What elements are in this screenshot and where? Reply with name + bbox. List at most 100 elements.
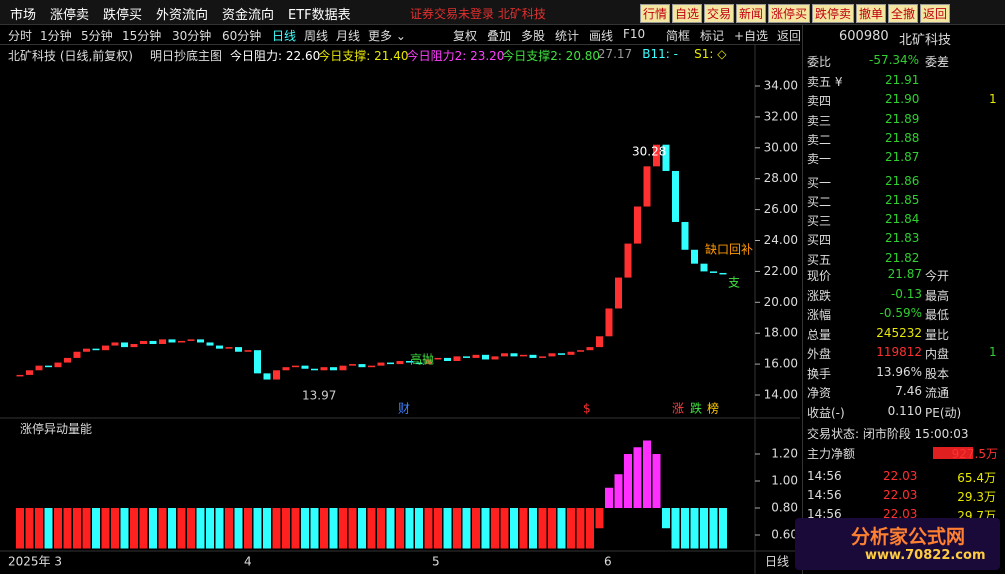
period-button[interactable]: 30分钟 — [172, 29, 212, 43]
volume-bar — [567, 508, 575, 549]
volume-bar — [595, 508, 604, 529]
menu-item[interactable]: 资金流向 — [222, 8, 275, 23]
top-button[interactable]: 返回 — [920, 4, 951, 23]
x-axis-label: 5 — [432, 555, 440, 569]
stat-value: -0.59% — [879, 306, 922, 320]
volume-bar — [168, 508, 176, 549]
stat-label: 换手 — [807, 366, 832, 381]
candle — [710, 271, 717, 273]
tool-button[interactable]: F10 — [623, 27, 646, 41]
volume-bar — [120, 508, 129, 549]
period-button[interactable]: 15分钟 — [122, 29, 162, 43]
volume-bar — [25, 508, 34, 549]
candle — [320, 367, 328, 371]
legend-item: S1: ◇ — [694, 47, 727, 61]
volume-bar — [282, 508, 290, 549]
tool-button[interactable]: 叠加 — [487, 29, 512, 43]
volume-bar — [415, 508, 423, 549]
stat-value-2: 1 — [989, 345, 997, 359]
volume-bar — [206, 508, 214, 549]
period-label: 日线 — [765, 555, 789, 569]
volume-bar — [291, 508, 300, 549]
sub-chart-title: 涨停异动量能 — [20, 422, 93, 436]
volume-bar — [63, 508, 72, 549]
period-button[interactable]: 月线 — [336, 29, 361, 43]
candle — [662, 144, 670, 171]
menu-item[interactable]: 外资流向 — [156, 8, 209, 23]
candle — [691, 249, 698, 264]
candle — [273, 370, 280, 380]
volume-bar — [187, 508, 195, 549]
volume-bar — [500, 508, 509, 549]
candle — [35, 365, 43, 371]
candle — [529, 354, 537, 358]
candle — [45, 365, 52, 368]
stat-value: 0.110 — [887, 403, 922, 418]
stat-value: -0.13 — [890, 286, 922, 301]
login-status: 证券交易未登录 北矿科技 — [410, 7, 546, 21]
candle — [491, 356, 499, 360]
tool-button[interactable]: 画线 — [589, 29, 614, 43]
period-button[interactable]: 更多 ⌄ — [368, 29, 406, 43]
volume-bar — [111, 508, 119, 549]
candle — [605, 308, 613, 337]
candle — [225, 347, 233, 349]
annotation: 13.97 — [302, 389, 336, 403]
stat-value: 13.96% — [876, 364, 922, 379]
tool-button[interactable]: +自选 — [734, 29, 769, 43]
tool-button[interactable]: 返回 — [777, 29, 802, 43]
event-marker: $ — [583, 402, 591, 416]
period-button[interactable]: 日线 — [272, 29, 297, 43]
candle — [463, 356, 470, 358]
menu-item[interactable]: ETF数据表 — [288, 8, 351, 23]
period-button[interactable]: 1分钟 — [40, 29, 72, 43]
candle — [92, 348, 100, 351]
period-button[interactable]: 5分钟 — [81, 29, 113, 43]
stock-title: 北矿科技 (日线,前复权) — [8, 49, 133, 63]
menu-item[interactable]: 市场 — [10, 8, 37, 23]
book-price: 21.83 — [885, 231, 920, 246]
volume-bar — [177, 508, 186, 549]
menu-item[interactable]: 跌停买 — [103, 8, 143, 23]
volume-bar — [44, 508, 53, 549]
tool-button[interactable]: 简框 — [666, 29, 691, 43]
volume-bar — [367, 508, 376, 549]
tool-button[interactable]: 复权 — [453, 29, 478, 43]
legend-item: 今日支撑: 21.40 — [318, 49, 409, 63]
sub-tick-label: 0.60 — [771, 528, 798, 542]
top-button[interactable]: 自选 — [672, 4, 703, 23]
top-button[interactable]: 全撤 — [888, 4, 919, 23]
top-button[interactable]: 撤单 — [856, 4, 887, 23]
candle — [567, 351, 575, 355]
menu-item[interactable]: 涨停卖 — [50, 8, 90, 23]
tool-button[interactable]: 多股 — [521, 29, 546, 43]
tool-button[interactable]: 统计 — [555, 29, 580, 43]
tool-button[interactable]: 标记 — [700, 29, 725, 43]
top-button[interactable]: 涨停买 — [768, 4, 811, 23]
legend-item: 今日支撑2: 20.80 — [502, 49, 601, 63]
book-price: 21.84 — [885, 212, 920, 227]
top-button[interactable]: 行情 — [640, 4, 671, 23]
period-button[interactable]: 分时 — [8, 29, 33, 43]
stat-label-2: 流通 — [925, 386, 950, 400]
period-button[interactable]: 60分钟 — [222, 29, 262, 43]
watermark-title: 分析家公式网 — [851, 526, 966, 548]
volume-bar — [614, 474, 623, 508]
candle — [111, 342, 119, 346]
stock-name: 北矿科技 — [899, 33, 952, 48]
volume-bar — [244, 508, 252, 549]
book-price: 21.88 — [885, 130, 920, 145]
book-price: 21.82 — [885, 250, 920, 265]
top-button[interactable]: 跌停卖 — [812, 4, 855, 23]
period-button[interactable]: 周线 — [304, 29, 329, 43]
sub-tick-label: 1.00 — [771, 474, 798, 488]
price-tick-label: 24.00 — [764, 233, 798, 247]
price-tick-label: 18.00 — [764, 326, 798, 340]
tick-volume: 65.4万 — [957, 471, 996, 485]
candle — [672, 170, 679, 222]
top-button[interactable]: 交易 — [704, 4, 735, 23]
candle — [425, 359, 432, 365]
top-button[interactable]: 新闻 — [736, 4, 767, 23]
volume-bar — [491, 508, 499, 549]
